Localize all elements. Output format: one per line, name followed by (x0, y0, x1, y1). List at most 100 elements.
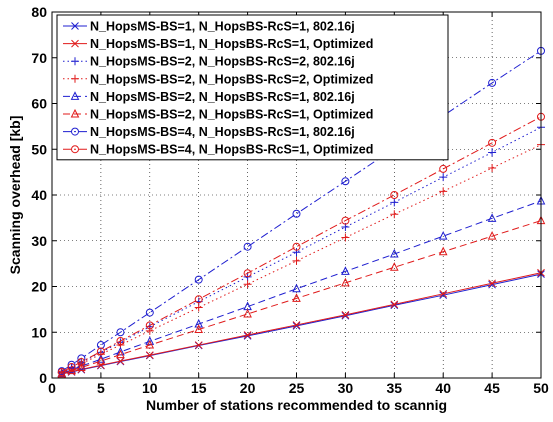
x-tick-label: 35 (387, 380, 403, 396)
y-tick-label: 30 (31, 233, 47, 249)
x-tick-label: 15 (191, 380, 207, 396)
legend-entry: N_HopsMS-BS=2, N_HopsBS-RcS=1, 802.16j (63, 90, 355, 104)
legend-label: N_HopsMS-BS=4, N_HopsBS-RcS=1, Optimized (90, 143, 373, 157)
legend-marker (70, 108, 80, 118)
series-3 (57, 123, 545, 377)
data-point (243, 269, 252, 278)
data-point (292, 321, 301, 329)
legend: N_HopsMS-BS=1, N_HopsBS-RcS=1, 802.16j N_… (56, 14, 449, 161)
data-point (67, 360, 76, 369)
y-tick-label: 40 (31, 187, 47, 203)
data-point (390, 301, 399, 310)
legend-marker (71, 57, 79, 66)
legend-entry: N_HopsMS-BS=2, N_HopsBS-RcS=2, Optimized (63, 72, 373, 86)
data-point (341, 177, 350, 186)
data-point (77, 362, 86, 371)
data-point (145, 339, 155, 349)
y-tick-label: 80 (31, 4, 47, 20)
legend-marker (71, 39, 79, 48)
legend-entry: N_HopsMS-BS=4, N_HopsBS-RcS=1, 802.16j (63, 125, 355, 139)
y-tick-label: 0 (39, 370, 47, 386)
data-point (292, 293, 301, 302)
data-point (292, 256, 301, 265)
data-point (194, 318, 204, 328)
data-point (439, 173, 448, 182)
x-tick-label: 30 (338, 380, 354, 396)
x-tick-label: 5 (97, 380, 105, 396)
data-point (145, 351, 154, 359)
data-point (488, 164, 497, 173)
data-point (341, 233, 350, 242)
data-point (116, 328, 125, 337)
x-tick-label: 20 (240, 380, 256, 396)
data-point (341, 311, 350, 320)
ticks: 0 5 10 15 20 25 30 35 40 45 50 0 10 20 30 40 50 60 70 80 (31, 4, 549, 396)
data-point (341, 277, 350, 287)
y-tick-label: 50 (31, 141, 47, 157)
legend-entry: N_HopsMS-BS=1, N_HopsBS-RcS=1, Optimized (63, 37, 373, 51)
series-6 (57, 215, 546, 378)
data-point (487, 231, 497, 240)
series-5 (57, 195, 546, 377)
legend-marker (71, 127, 79, 136)
data-point (439, 164, 448, 173)
data-point (292, 321, 301, 330)
series-line (61, 116, 542, 373)
series-line (61, 220, 542, 375)
data-point (487, 213, 497, 222)
legend-label: N_HopsMS-BS=1, N_HopsBS-RcS=1, Optimized (90, 37, 373, 51)
x-tick-label: 0 (48, 380, 56, 396)
data-point (145, 336, 155, 345)
legend-entry: N_HopsMS-BS=2, N_HopsBS-RcS=2, 802.16j (63, 55, 355, 69)
legend-entry: N_HopsMS-BS=2, N_HopsBS-RcS=1, Optimized (63, 108, 373, 122)
legend-label: N_HopsMS-BS=4, N_HopsBS-RcS=1, 802.16j (90, 125, 355, 139)
legend-entry: N_HopsMS-BS=1, N_HopsBS-RcS=1, 802.16j (63, 20, 355, 34)
data-point (389, 248, 399, 258)
y-tick-label: 60 (31, 96, 47, 112)
legend-label: N_HopsMS-BS=2, N_HopsBS-RcS=1, Optimized (90, 108, 373, 122)
data-point (389, 262, 399, 271)
data-point (292, 209, 301, 218)
data-point (488, 78, 497, 87)
data-point (57, 368, 67, 378)
data-point (438, 231, 448, 240)
y-axis-label: Scanning overhead [kb] (7, 116, 23, 275)
data-point (67, 363, 76, 372)
data-point (145, 321, 154, 330)
data-point (243, 242, 252, 251)
y-tick-label: 10 (31, 324, 47, 340)
y-tick-label: 20 (31, 279, 47, 295)
data-point (194, 324, 204, 334)
data-point (243, 332, 252, 340)
x-tick-label: 45 (484, 380, 500, 396)
legend-label: N_HopsMS-BS=2, N_HopsBS-RcS=2, Optimized (90, 72, 373, 86)
x-tick-label: 25 (289, 380, 305, 396)
series-line (61, 200, 542, 374)
series-2 (57, 268, 545, 378)
legend-label: N_HopsMS-BS=2, N_HopsBS-RcS=2, 802.16j (90, 55, 355, 69)
x-tick-label: 40 (435, 380, 451, 396)
data-point (390, 210, 399, 219)
data-point (194, 275, 203, 284)
legend-entry: N_HopsMS-BS=4, N_HopsBS-RcS=1, Optimized (63, 143, 373, 157)
data-point (390, 198, 399, 207)
legend-marker (71, 74, 79, 83)
data-point (57, 368, 66, 377)
data-point (438, 246, 448, 256)
data-point (292, 242, 301, 251)
series-group (57, 46, 546, 378)
data-point (145, 326, 154, 335)
legend-label: N_HopsMS-BS=1, N_HopsBS-RcS=1, 802.16j (90, 20, 355, 34)
data-point (488, 148, 497, 157)
legend-label: N_HopsMS-BS=2, N_HopsBS-RcS=1, 802.16j (90, 90, 355, 104)
data-point (488, 280, 496, 289)
legend-marker (71, 22, 79, 30)
series-line (61, 126, 542, 373)
legend-marker (70, 91, 80, 100)
legend-box (56, 14, 449, 161)
data-point (292, 248, 301, 257)
x-axis-label: Number of stations recommended to scanni… (146, 397, 447, 413)
data-point (96, 355, 106, 365)
